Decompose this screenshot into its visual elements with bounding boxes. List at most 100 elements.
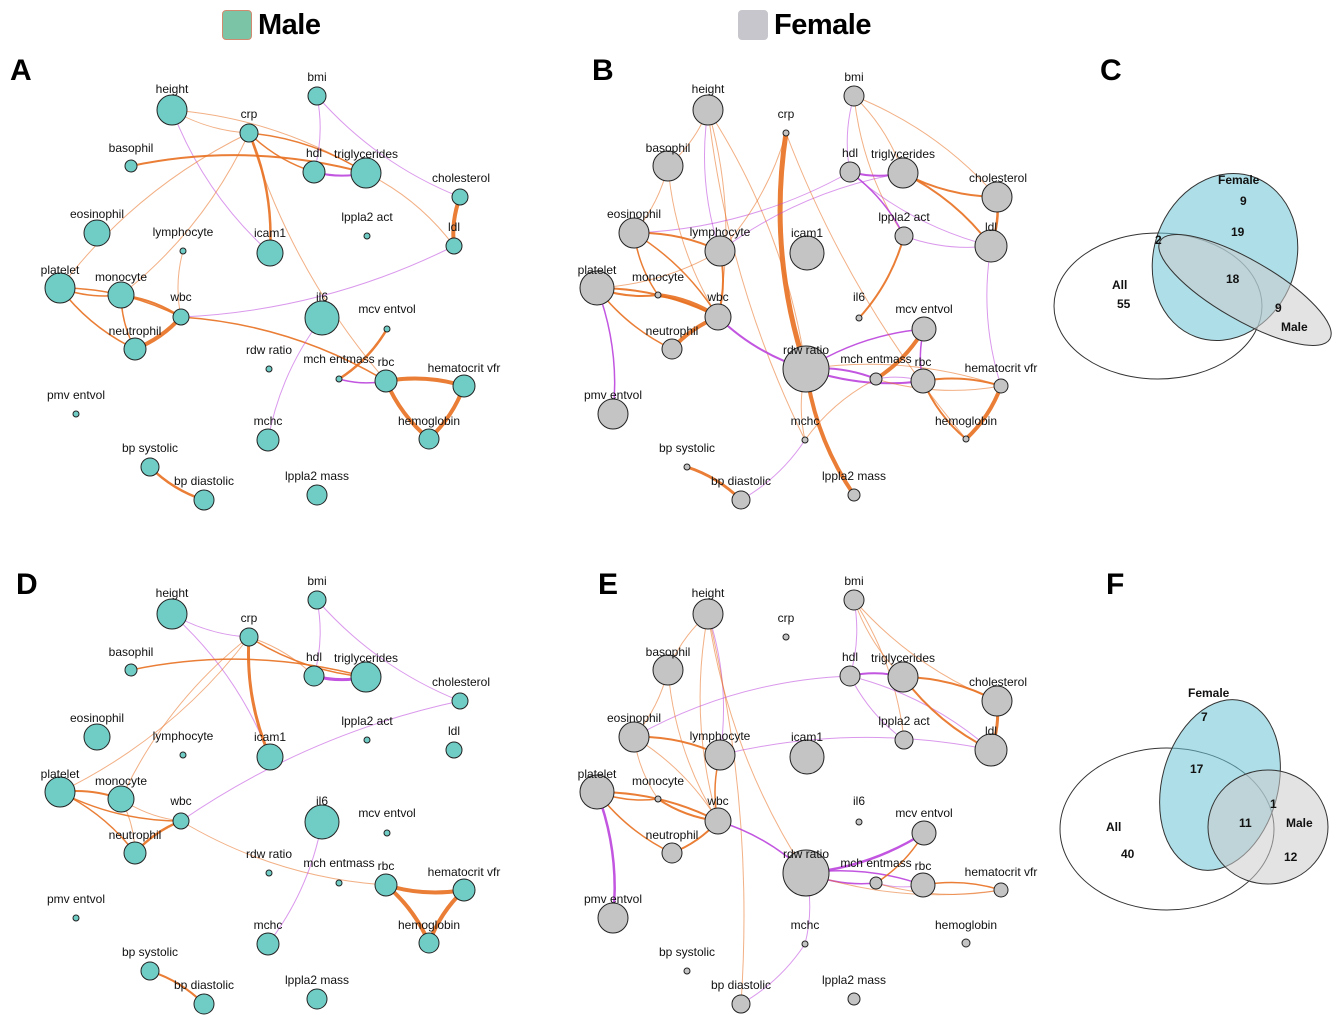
label-hdl: hdl [842, 650, 858, 664]
node-mchc [801, 436, 809, 444]
label-height: height [692, 586, 725, 600]
edge-ldl-lymphocyte [719, 736, 992, 756]
node-il6 [304, 300, 340, 336]
node-hemoglobin [418, 428, 440, 450]
node-bp-systolic [683, 463, 691, 471]
edge-basophil-wbc [667, 165, 719, 318]
label-cholesterol: cholesterol [969, 171, 1027, 185]
legend-male-swatch [222, 10, 252, 40]
label-platelet: platelet [41, 767, 80, 781]
label-mcv-entvol: mcv entvol [358, 302, 415, 316]
node-eosinophil [618, 217, 650, 249]
node-pmv-entvol [597, 398, 629, 430]
node-ldl [445, 237, 463, 255]
edge-rdw-ratio-hematocrit-vfr [805, 363, 1002, 387]
node-mch-entmass [335, 375, 343, 383]
node-monocyte [654, 291, 662, 299]
node-basophil [652, 150, 684, 182]
label-lymphocyte: lymphocyte [153, 225, 214, 239]
node-height [692, 598, 724, 630]
label-mcv-entvol: mcv entvol [358, 806, 415, 820]
node-neutrophil [123, 337, 147, 361]
label-monocyte: monocyte [95, 270, 147, 284]
edge-bp-diastolic-mchc [740, 439, 806, 501]
node-lppla2-mass [306, 484, 328, 506]
label-hemoglobin: hemoglobin [935, 414, 997, 428]
label-crp: crp [241, 611, 258, 625]
edge-bmi-hdl [313, 599, 321, 677]
node-crp [782, 633, 790, 641]
label-hematocrit-vfr: hematocrit vfr [965, 865, 1038, 879]
node-basophil [652, 654, 684, 686]
node-platelet [44, 776, 76, 808]
node-mcv-entvol [383, 829, 391, 837]
label-bmi: bmi [307, 70, 326, 84]
venn-count-all-female: 17 [1190, 762, 1204, 776]
node-platelet [579, 270, 615, 306]
venn-label-female: Female [1218, 173, 1260, 187]
label-lymphocyte: lymphocyte [153, 729, 214, 743]
edge-mch-entmass-hematocrit-vfr [875, 378, 1002, 391]
label-pmv-entvol: pmv entvol [47, 388, 105, 402]
label-hemoglobin: hemoglobin [398, 918, 460, 932]
label-hdl: hdl [306, 650, 322, 664]
label-monocyte: monocyte [632, 774, 684, 788]
edge-mch-entmass-mchc [804, 378, 877, 441]
label-rdw-ratio: rdw ratio [783, 847, 829, 861]
edge-ldl-wbc [180, 245, 455, 318]
label-ldl: ldl [448, 724, 460, 738]
venn-count-all-male: 2 [1155, 233, 1162, 247]
label-hematocrit-vfr: hematocrit vfr [428, 865, 501, 879]
label-il6: il6 [853, 290, 865, 304]
node-layer: height bmi crp basophil hdl triglycerides chol… [41, 574, 501, 1015]
edge-bmi-cholesterol [316, 95, 461, 198]
edge-hematocrit-vfr-hemoglobin [964, 385, 1003, 441]
edge-crp-platelet [59, 132, 250, 289]
node-crp [239, 123, 259, 143]
node-il6 [304, 804, 340, 840]
label-ldl: ldl [448, 220, 460, 234]
label-pmv-entvol: pmv entvol [584, 388, 642, 402]
label-height: height [156, 82, 189, 96]
label-monocyte: monocyte [95, 774, 147, 788]
node-bp-systolic [140, 961, 160, 981]
label-neutrophil: neutrophil [109, 324, 162, 338]
label-hemoglobin: hemoglobin [398, 414, 460, 428]
edge-bmi-cholesterol [853, 95, 998, 198]
node-layer: height bmi crp basophil hdl triglycerides chol… [578, 70, 1037, 510]
node-layer: height bmi crp basophil hdl triglycerides chol… [578, 574, 1038, 1014]
label-crp: crp [778, 611, 795, 625]
node-bmi [843, 589, 865, 611]
node-triglycerides [887, 157, 919, 189]
node-rdw-ratio [782, 345, 830, 393]
edge-rbc-hematocrit-vfr [385, 376, 465, 388]
label-icam1: icam1 [791, 226, 823, 240]
edge-height-icam1 [171, 109, 271, 254]
venn-diagram-f: Female All Male 40 7 17 1 11 12 [1059, 686, 1329, 911]
edge-bmi-hdl [846, 95, 855, 173]
label-mch-entmass: mch entmass [840, 856, 911, 870]
node-basophil [124, 159, 138, 173]
node-wbc [172, 308, 190, 326]
edge-crp-monocyte [120, 636, 250, 800]
label-ldl: ldl [985, 220, 997, 234]
node-mcv-entvol [383, 325, 391, 333]
node-hematocrit-vfr [452, 374, 476, 398]
label-neutrophil: neutrophil [646, 324, 699, 338]
label-basophil: basophil [646, 141, 691, 155]
node-lymphocyte [704, 739, 736, 771]
label-cholesterol: cholesterol [432, 675, 490, 689]
legend: Male Female [0, 0, 1336, 50]
node-mch-entmass [869, 372, 883, 386]
node-icam1 [789, 739, 825, 775]
node-il6 [855, 818, 863, 826]
node-triglycerides [887, 661, 919, 693]
node-mcv-entvol [911, 820, 937, 846]
edge-wbc-cholesterol [180, 700, 461, 822]
label-bp-systolic: bp systolic [659, 945, 715, 959]
node-cholesterol [451, 188, 469, 206]
label-hemoglobin: hemoglobin [935, 918, 997, 932]
edge-basophil-triglycerides [130, 658, 367, 678]
node-lppla2-mass [847, 488, 861, 502]
edge-lppla2-act-il6 [858, 235, 905, 319]
